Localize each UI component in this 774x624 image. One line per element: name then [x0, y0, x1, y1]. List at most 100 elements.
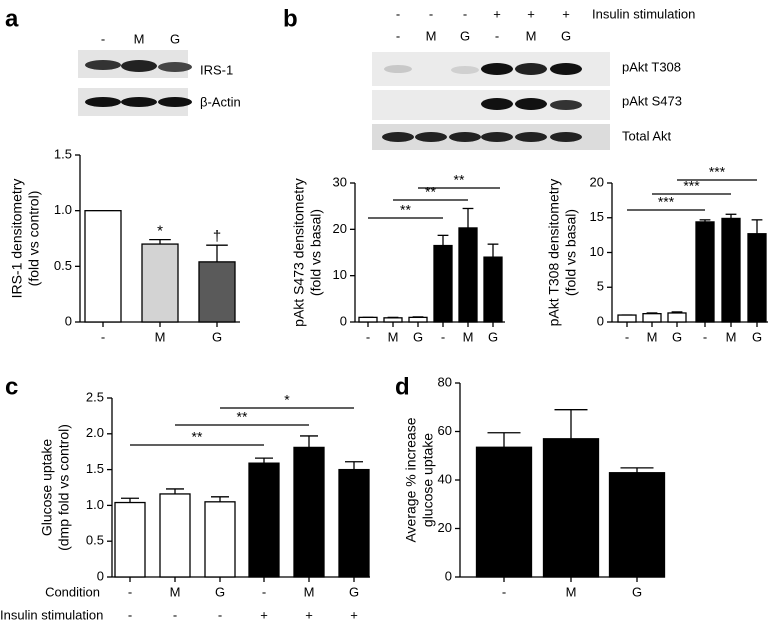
insulin-sign: - [218, 607, 222, 622]
y-tick-label: 0.5 [86, 533, 104, 548]
bar [358, 316, 378, 323]
bar [198, 261, 236, 323]
significance-mark: ** [425, 184, 436, 200]
insulin-sign: + [305, 607, 313, 622]
y-tick-label: 0.5 [54, 258, 72, 273]
lane-label: - [101, 31, 105, 46]
blot-label: pAkt T308 [622, 59, 681, 74]
bar [141, 243, 179, 323]
blot-label: pAkt S473 [622, 93, 682, 108]
bar [248, 462, 280, 578]
insulin-sign: - [128, 607, 132, 622]
y-tick-label: 60 [438, 423, 452, 438]
x-tick-label: - [128, 584, 132, 599]
y-tick-label: 20 [333, 221, 347, 236]
bar [338, 468, 370, 578]
row-label: Condition [45, 584, 100, 599]
significance-mark: † [213, 228, 221, 245]
blot-b [372, 52, 610, 150]
panel-letter: c [5, 373, 18, 400]
lane-label: M [526, 28, 537, 43]
x-tick-label: M [463, 329, 474, 344]
x-tick-label: G [349, 584, 359, 599]
y-tick-label: 80 [438, 374, 452, 389]
lane-label: G [561, 28, 571, 43]
significance-mark: ** [454, 172, 465, 188]
insulin-sign: - [173, 607, 177, 622]
panel-letter: d [395, 373, 410, 400]
insulin-sign: + [527, 6, 535, 21]
y-tick-label: 1.5 [86, 461, 104, 476]
bar [608, 472, 666, 578]
y-axis-label: Glucose uptake [39, 439, 55, 536]
y-axis-label: IRS-1 densitometry [9, 179, 25, 299]
y-tick-label: 2.5 [86, 389, 104, 404]
significance-mark: *** [658, 194, 675, 210]
significance-mark: ** [237, 409, 248, 425]
row-label: Insulin stimulation [0, 607, 103, 622]
x-tick-label: G [672, 329, 682, 344]
lane-label: - [396, 28, 400, 43]
x-tick-label: - [101, 329, 105, 344]
bar [667, 312, 687, 323]
y-axis-label: (fold vs basal) [563, 209, 579, 296]
y-tick-label: 30 [333, 174, 347, 189]
x-tick-label: G [212, 329, 222, 344]
insulin-sign: + [260, 607, 268, 622]
y-tick-label: 20 [590, 174, 604, 189]
bar [542, 438, 600, 578]
y-axis-label: (fold vs control) [26, 191, 42, 287]
bar [483, 256, 503, 323]
bar [159, 493, 191, 578]
bar [114, 501, 146, 578]
bar [747, 233, 767, 323]
bar [475, 446, 533, 578]
insulin-sign: + [562, 6, 570, 21]
x-tick-label: M [566, 584, 577, 599]
x-tick-label: - [262, 584, 266, 599]
y-tick-label: 10 [333, 267, 347, 282]
insulin-sign: - [396, 6, 400, 21]
bar [383, 317, 403, 323]
significance-mark: *** [709, 164, 726, 180]
bar [458, 227, 478, 323]
x-tick-label: G [215, 584, 225, 599]
significance-mark: * [284, 392, 290, 408]
y-tick-label: 0 [97, 568, 104, 583]
y-tick-label: 5 [597, 279, 604, 294]
blot-label: Total Akt [622, 128, 672, 143]
lane-label: G [460, 28, 470, 43]
y-tick-label: 0 [445, 568, 452, 583]
significance-mark: * [157, 223, 163, 240]
bar [433, 244, 453, 323]
blot-label: IRS-1 [200, 62, 233, 77]
y-tick-label: 10 [590, 244, 604, 259]
lane-label: M [426, 28, 437, 43]
insulin-sign: + [350, 607, 358, 622]
y-tick-label: 20 [438, 520, 452, 535]
y-tick-label: 15 [590, 209, 604, 224]
y-axis-label: Average % increase [403, 417, 419, 542]
x-tick-label: - [502, 584, 506, 599]
y-tick-label: 0 [65, 313, 72, 328]
x-tick-label: M [155, 329, 166, 344]
significance-mark: ** [400, 202, 411, 218]
bar [642, 313, 662, 323]
y-tick-label: 0 [597, 313, 604, 328]
insulin-sign: - [429, 6, 433, 21]
panel-letter: b [283, 5, 298, 32]
bar [721, 217, 741, 323]
y-tick-label: 2.0 [86, 425, 104, 440]
y-tick-label: 1.5 [54, 146, 72, 161]
x-tick-label: - [703, 329, 707, 344]
x-tick-label: G [413, 329, 423, 344]
x-tick-label: G [632, 584, 642, 599]
y-tick-label: 40 [438, 471, 452, 486]
x-tick-label: M [647, 329, 658, 344]
y-axis-label: pAkt T308 densitometry [546, 179, 562, 327]
y-axis-label: (dmp fold vs control) [56, 424, 72, 551]
x-tick-label: G [488, 329, 498, 344]
lane-label: - [495, 28, 499, 43]
x-tick-label: - [625, 329, 629, 344]
x-tick-label: G [752, 329, 762, 344]
